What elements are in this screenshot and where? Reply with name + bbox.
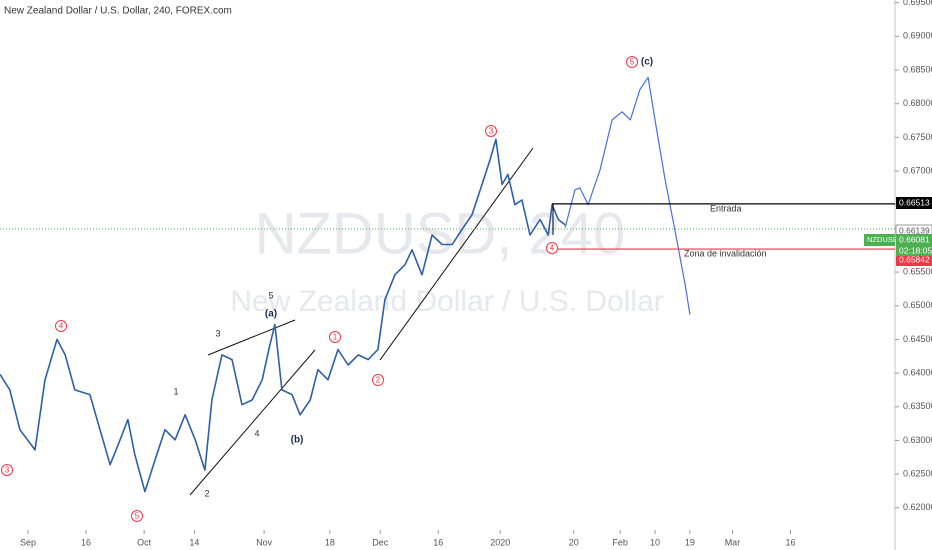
x-tick-label: 14 <box>189 537 199 547</box>
x-tick-label: Nov <box>256 537 273 547</box>
wave-note: (b) <box>291 435 304 446</box>
wave-circle <box>55 320 67 332</box>
wave-label: 5 <box>135 512 140 521</box>
level-label: Entrada <box>710 203 742 213</box>
wave-note: (a) <box>265 309 277 320</box>
watermark-subtitle: New Zealand Dollar / U.S. Dollar <box>230 285 664 318</box>
watermark: NZDUSD, 240 <box>255 201 626 266</box>
wave-circle <box>1 464 13 476</box>
wave-label: 4 <box>59 322 64 331</box>
wave-label: 2 <box>376 376 381 385</box>
price-tag-label: 0.66081 <box>899 234 930 244</box>
wave-label: 3 <box>5 466 10 475</box>
price-line <box>0 138 566 493</box>
x-tick-label: 16 <box>81 537 91 547</box>
trend-line <box>379 147 534 361</box>
wave-circle <box>329 331 341 343</box>
x-tick-label: 16 <box>785 537 795 547</box>
wave-note: (c) <box>641 57 653 68</box>
x-tick-label: Dec <box>372 537 389 547</box>
wave-circle <box>372 374 384 386</box>
wave-circle <box>131 510 143 522</box>
price-tag <box>896 254 932 266</box>
price-tag <box>896 234 932 256</box>
x-tick-label: 19 <box>685 537 695 547</box>
symbol-tag <box>864 234 895 246</box>
wave-circle <box>485 125 497 137</box>
y-tick-label: 0.69500 <box>903 0 932 7</box>
level-label: Zona de invalidación <box>684 248 767 258</box>
wave-circle <box>626 56 638 68</box>
wave-note: 5 <box>268 290 273 300</box>
trend-line <box>207 319 296 356</box>
wave-note: 3 <box>215 328 220 338</box>
wave-label: 3 <box>489 127 494 136</box>
x-tick-label: 20 <box>569 537 579 547</box>
wave-label: 1 <box>333 333 338 342</box>
wave-note: 1 <box>173 386 178 396</box>
x-tick-label: Mar <box>725 537 741 547</box>
price-tag-label: 0.66139 <box>899 225 930 235</box>
price-line <box>564 76 691 315</box>
price-tag <box>896 197 932 209</box>
wave-note: 4 <box>254 428 259 438</box>
x-tick-label: 10 <box>650 537 660 547</box>
wave-circle <box>546 242 558 254</box>
symbol-tag-label: NZDUSD <box>867 235 899 244</box>
x-tick-label: Sep <box>20 537 36 547</box>
trend-line <box>189 349 316 496</box>
x-tick-label: 2020 <box>490 537 510 547</box>
wave-label: 5 <box>630 58 635 67</box>
price-tag-label: 0.65842 <box>899 254 930 264</box>
wave-note: 2 <box>204 488 209 498</box>
x-tick-label: Feb <box>612 537 628 547</box>
x-tick-label: Oct <box>137 537 152 547</box>
x-tick-label: 16 <box>433 537 443 547</box>
wave-label: 4 <box>550 244 555 253</box>
x-tick-label: 18 <box>325 537 335 547</box>
price-tag-label: 0.66513 <box>899 197 930 207</box>
chart-title: New Zealand Dollar / U.S. Dollar, 240, F… <box>4 6 232 17</box>
countdown-label: 02:18:05 <box>899 245 932 255</box>
